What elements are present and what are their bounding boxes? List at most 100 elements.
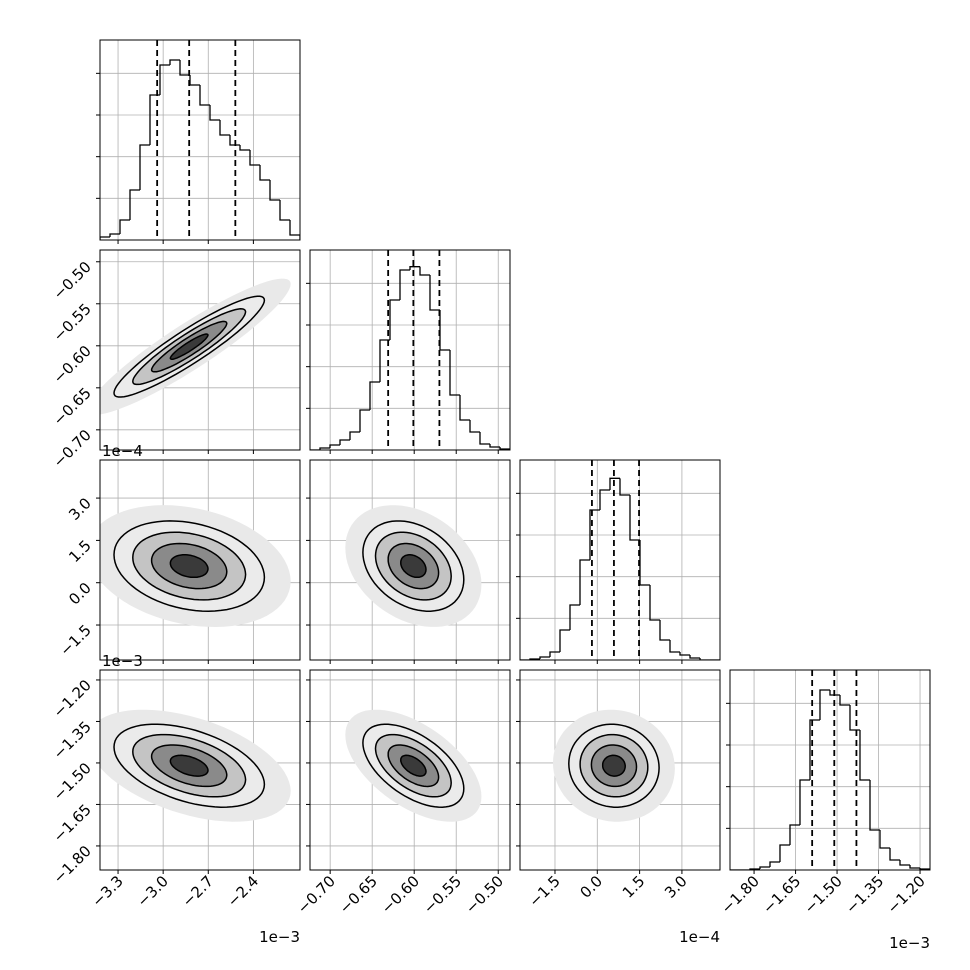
histogram-step (499, 447, 510, 450)
histogram-step (589, 509, 600, 560)
histogram-step (389, 299, 400, 340)
x-tick-label: 3.0 (661, 872, 691, 902)
histogram-step (149, 94, 160, 145)
x-tick-label: −1.35 (842, 872, 887, 917)
histogram-step (429, 275, 440, 311)
histogram-step (849, 705, 860, 731)
y-tick-label: 0.0 (65, 579, 95, 609)
histogram-step (479, 432, 490, 445)
y-offset-label: 1e−4 (102, 442, 143, 460)
contour (169, 754, 209, 777)
histogram-step (439, 310, 450, 351)
histogram-step (279, 200, 290, 221)
panel (730, 670, 930, 870)
axes-frame (309, 669, 511, 871)
histogram-step (789, 824, 800, 845)
panel (100, 670, 300, 870)
x-offset-label: 1e−3 (259, 928, 300, 946)
x-tick-label: −1.65 (759, 872, 804, 917)
y-tick-label: −0.60 (50, 342, 95, 387)
histogram-step (619, 478, 630, 496)
histogram-step (119, 219, 130, 234)
histogram-step (179, 60, 190, 76)
axes-frame (519, 669, 721, 871)
histogram-step (169, 59, 180, 65)
histogram-step (539, 656, 550, 659)
axes-frame (99, 669, 301, 871)
panel (100, 460, 300, 660)
histogram-step (369, 381, 380, 410)
x-offset-label: 1e−3 (889, 934, 930, 952)
histogram-step (809, 719, 820, 780)
histogram-step (359, 409, 370, 432)
x-tick-label: −1.5 (525, 872, 563, 910)
y-tick-label: 1.5 (65, 536, 95, 566)
panel (100, 250, 300, 450)
y-tick-label: −0.55 (50, 300, 95, 345)
histogram-step (599, 489, 610, 510)
y-tick-label: −1.50 (50, 759, 95, 804)
histogram-step (319, 447, 330, 450)
histogram-step (859, 730, 870, 781)
x-tick-label: −0.65 (336, 872, 381, 917)
histogram-step (159, 64, 170, 95)
histogram-step (129, 189, 140, 220)
contour (400, 554, 427, 579)
x-tick-label: −1.50 (801, 872, 846, 917)
y-tick-label: −1.5 (56, 621, 94, 659)
histogram-step (829, 690, 840, 696)
histogram-step (579, 559, 590, 605)
x-tick-label: −0.50 (462, 872, 507, 917)
y-tick-label: −1.65 (50, 801, 95, 846)
histogram-step (869, 780, 880, 831)
x-tick-label: 1.5 (619, 872, 649, 902)
histogram-step (649, 585, 660, 621)
histogram-step (629, 495, 640, 541)
histogram-step (100, 236, 110, 240)
y-tick-label: −0.70 (50, 426, 95, 471)
histogram-step (669, 640, 680, 653)
histogram-step (269, 180, 280, 201)
panel (520, 670, 720, 870)
histogram-step (909, 865, 920, 869)
histogram-step (379, 339, 390, 382)
x-tick-label: −2.7 (179, 872, 217, 910)
panel (310, 250, 510, 450)
y-tick-label: −1.35 (50, 718, 95, 763)
histogram-step (339, 439, 350, 445)
panel (520, 460, 720, 660)
histogram-step (899, 860, 910, 866)
y-tick-label: −1.20 (50, 676, 95, 721)
histogram-step (779, 844, 790, 862)
panel (100, 40, 300, 240)
histogram-step (659, 620, 670, 641)
histogram-step (609, 477, 620, 490)
panel (310, 460, 510, 660)
y-tick-label: −0.65 (50, 384, 95, 429)
contour (601, 754, 626, 777)
histogram-step (569, 604, 580, 630)
histogram-step (189, 75, 200, 86)
histogram-step (349, 431, 360, 440)
x-tick-label: −0.55 (420, 872, 465, 917)
histogram-step (819, 689, 830, 720)
histogram-step (199, 85, 210, 106)
histogram-step (799, 779, 810, 825)
axes-frame (519, 459, 721, 661)
panel (310, 670, 510, 870)
y-tick-label: −0.50 (50, 258, 95, 303)
axes-frame (309, 459, 511, 661)
histogram-step (639, 540, 650, 586)
axes-frame (309, 249, 511, 451)
histogram-step (259, 165, 270, 181)
histogram-step (699, 658, 710, 660)
histogram-step (109, 233, 120, 237)
y-tick-label: 3.0 (65, 494, 95, 524)
contour (169, 333, 209, 360)
histogram-step (919, 868, 930, 870)
y-offset-label: 1e−3 (102, 652, 143, 670)
histogram-step (679, 652, 690, 656)
x-tick-label: −3.0 (133, 872, 171, 910)
histogram-step (769, 861, 780, 867)
